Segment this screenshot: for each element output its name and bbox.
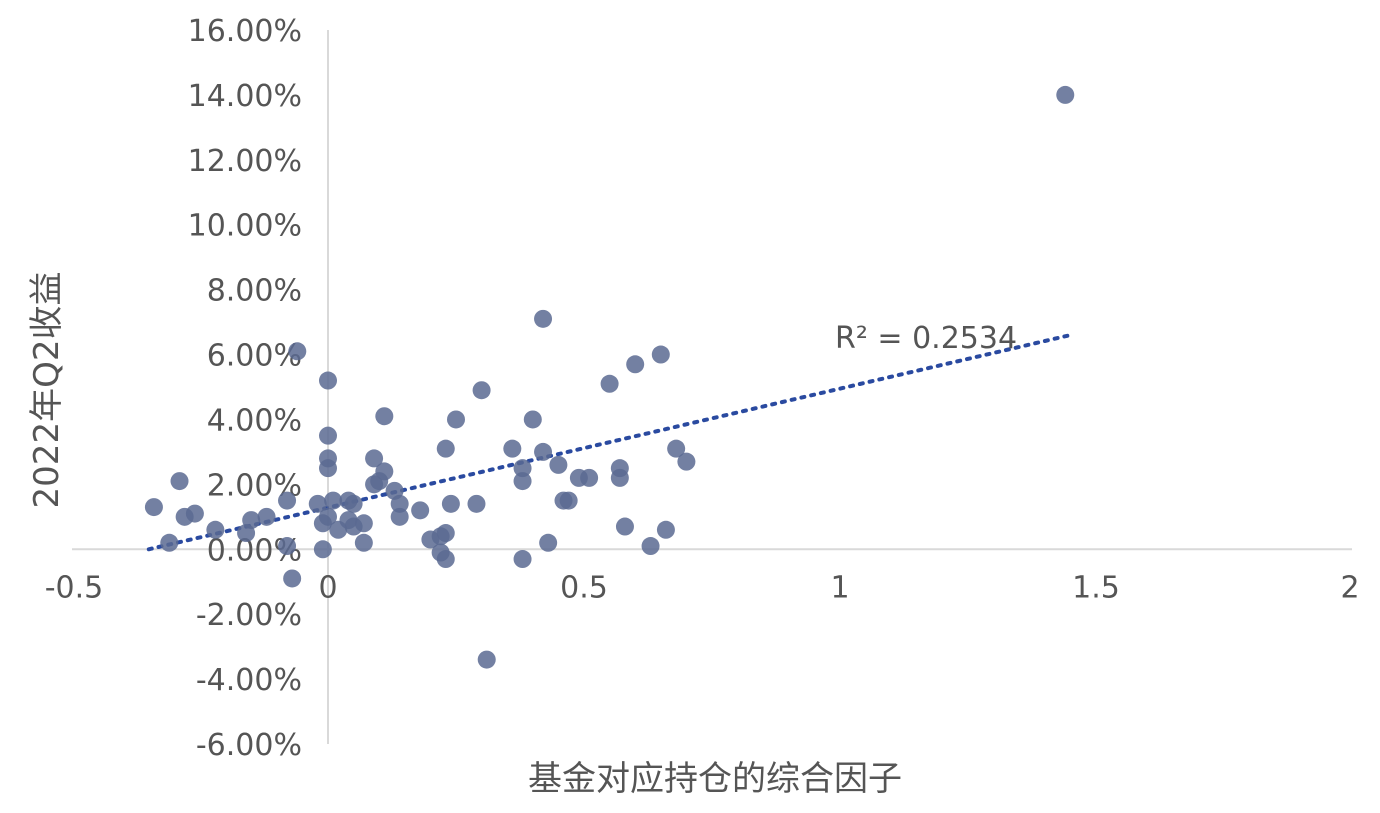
data-point	[365, 449, 384, 468]
data-point	[436, 550, 455, 569]
data-point	[257, 507, 276, 526]
data-point	[436, 439, 455, 458]
data-point	[513, 459, 532, 478]
data-point	[319, 459, 337, 478]
trendline-line	[146, 333, 1073, 552]
x-tick-label: 1.5	[1072, 570, 1120, 605]
data-point	[539, 533, 558, 552]
data-point	[513, 472, 532, 491]
data-point	[534, 442, 553, 461]
y-tick-labels: -6.00%-4.00%-2.00%0.00%2.00%4.00%6.00%8.…	[188, 14, 302, 763]
data-point	[411, 501, 430, 520]
data-point	[319, 426, 337, 445]
data-point	[308, 494, 327, 513]
axes	[72, 30, 1352, 744]
data-point	[313, 514, 332, 533]
y-tick-label: -4.00%	[196, 663, 302, 698]
data-point	[626, 355, 645, 374]
data-point	[559, 491, 578, 510]
data-point	[467, 494, 486, 513]
y-tick-label: 16.00%	[188, 14, 302, 49]
data-point	[677, 452, 696, 471]
data-point	[365, 475, 384, 494]
data-point	[523, 410, 542, 429]
data-point	[610, 468, 629, 487]
data-point	[503, 439, 522, 458]
data-point	[390, 507, 409, 526]
r2-label: R² = 0.2534	[835, 321, 1017, 356]
data-point	[144, 498, 163, 517]
trendline: R² = 0.2534	[146, 321, 1073, 552]
data-point	[615, 517, 634, 536]
y-axis-title: 2022年Q2收益	[27, 272, 67, 509]
data-point	[667, 439, 686, 458]
data-point	[1056, 85, 1075, 104]
data-point	[160, 533, 179, 552]
y-tick-label: -2.00%	[196, 598, 302, 633]
data-point	[237, 524, 256, 543]
data-point	[354, 533, 373, 552]
data-point	[206, 520, 225, 539]
data-point	[313, 540, 332, 559]
data-point	[344, 494, 363, 513]
data-point	[549, 455, 568, 474]
data-point	[390, 494, 409, 513]
data-point	[170, 472, 189, 491]
x-tick-label: 0.5	[560, 570, 608, 605]
data-point	[651, 345, 670, 364]
x-tick-label: 1	[830, 570, 849, 605]
data-point	[288, 342, 307, 361]
x-tick-label: 0	[318, 570, 337, 605]
data-points	[144, 85, 1075, 669]
y-tick-label: 4.00%	[207, 403, 302, 438]
data-point	[580, 468, 599, 487]
x-axis-title: 基金对应持仓的综合因子	[528, 759, 902, 799]
data-point	[175, 507, 194, 526]
data-point	[447, 410, 465, 429]
y-tick-label: 8.00%	[207, 274, 302, 309]
data-point	[534, 309, 553, 328]
data-point	[278, 491, 297, 510]
y-tick-label: 12.00%	[188, 144, 302, 179]
y-tick-label: 14.00%	[188, 79, 302, 114]
data-point	[344, 517, 363, 536]
data-point	[600, 374, 619, 393]
data-point	[477, 650, 496, 669]
data-point	[472, 381, 491, 400]
y-tick-label: 10.00%	[188, 209, 302, 244]
data-point	[656, 520, 675, 539]
data-point	[324, 491, 343, 510]
data-point	[421, 530, 440, 549]
x-tick-label: 2	[1340, 570, 1359, 605]
data-point	[513, 550, 532, 569]
x-tick-label: -0.5	[45, 570, 104, 605]
x-tick-labels: -0.5 0 0.5 1 1.5 2	[45, 570, 1360, 605]
data-point	[375, 407, 394, 426]
y-tick-label: -6.00%	[196, 728, 302, 763]
data-point	[441, 494, 460, 513]
data-point	[278, 537, 297, 556]
data-point	[283, 569, 302, 588]
data-point	[329, 520, 348, 539]
y-tick-label: 6.00%	[207, 339, 302, 374]
data-point	[319, 371, 337, 390]
data-point	[641, 537, 660, 556]
